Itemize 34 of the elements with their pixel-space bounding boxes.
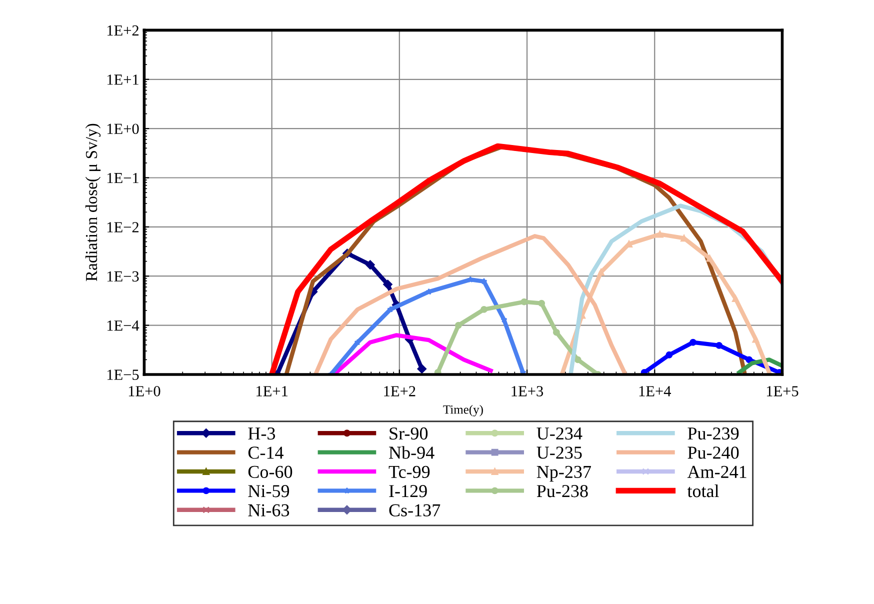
legend-label: Tc-99: [388, 466, 430, 478]
x-axis-title: Time(y): [443, 405, 483, 416]
legend-label: I-129: [389, 485, 427, 498]
y-tick-label: 1E+2: [107, 25, 139, 36]
legend-label: U-234: [536, 427, 582, 440]
legend-label: Sr-90: [390, 427, 428, 440]
y-tick-label: 1E−1: [107, 172, 138, 184]
x-tick-label: 1E+2: [384, 386, 416, 396]
legend-label: Co-60: [248, 466, 292, 478]
legend-label: Ni-63: [248, 504, 290, 516]
x-tick-label: 1E+1: [256, 386, 288, 396]
legend-label: total: [687, 484, 719, 498]
y-tick-label: 1E−3: [107, 271, 139, 282]
y-tick-label: 1E−5: [107, 370, 139, 380]
x-tick-label: 1E+5: [766, 386, 798, 396]
legend-label: Pu-238: [536, 485, 588, 498]
legend-label: Pu-239: [688, 427, 739, 440]
legend-label: C-14: [248, 446, 284, 459]
legend-label: Am-241: [687, 466, 746, 478]
y-tick-label: 1E+0: [107, 124, 139, 134]
x-tick-label: 1E+0: [128, 386, 160, 396]
legend-label: Nb-94: [389, 446, 434, 459]
legend-label: Np-237: [536, 466, 591, 482]
y-tick-label: 1E+1: [107, 74, 138, 85]
legend-label: U-235: [536, 446, 582, 459]
y-tick-label: 1E−4: [107, 320, 140, 331]
y-axis-title: Radiation dose( μ Sv/y): [85, 124, 101, 282]
legend-label: Cs-137: [389, 504, 440, 516]
legend-label: Ni-59: [248, 485, 290, 498]
legend-label: H-3: [248, 427, 276, 440]
y-tick-label: 1E−2: [107, 222, 139, 232]
x-tick-label: 1E+3: [512, 386, 544, 396]
legend-label: Pu-240: [688, 446, 739, 459]
x-tick-label: 1E+4: [639, 386, 671, 396]
